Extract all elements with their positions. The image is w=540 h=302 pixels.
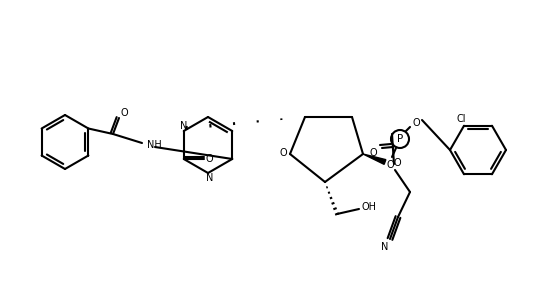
Text: O: O: [120, 108, 128, 118]
Text: O: O: [369, 148, 377, 158]
Text: Cl: Cl: [456, 114, 465, 124]
Text: OH: OH: [361, 202, 376, 212]
Polygon shape: [363, 154, 386, 164]
Text: O: O: [412, 118, 420, 128]
Text: N: N: [206, 173, 214, 183]
Text: N: N: [381, 242, 389, 252]
Text: O: O: [206, 154, 213, 164]
Text: P: P: [397, 134, 403, 144]
Text: NH: NH: [147, 140, 162, 150]
Text: O: O: [393, 158, 401, 168]
Text: O: O: [386, 160, 394, 170]
Text: N: N: [180, 121, 187, 131]
Text: O: O: [279, 148, 287, 158]
